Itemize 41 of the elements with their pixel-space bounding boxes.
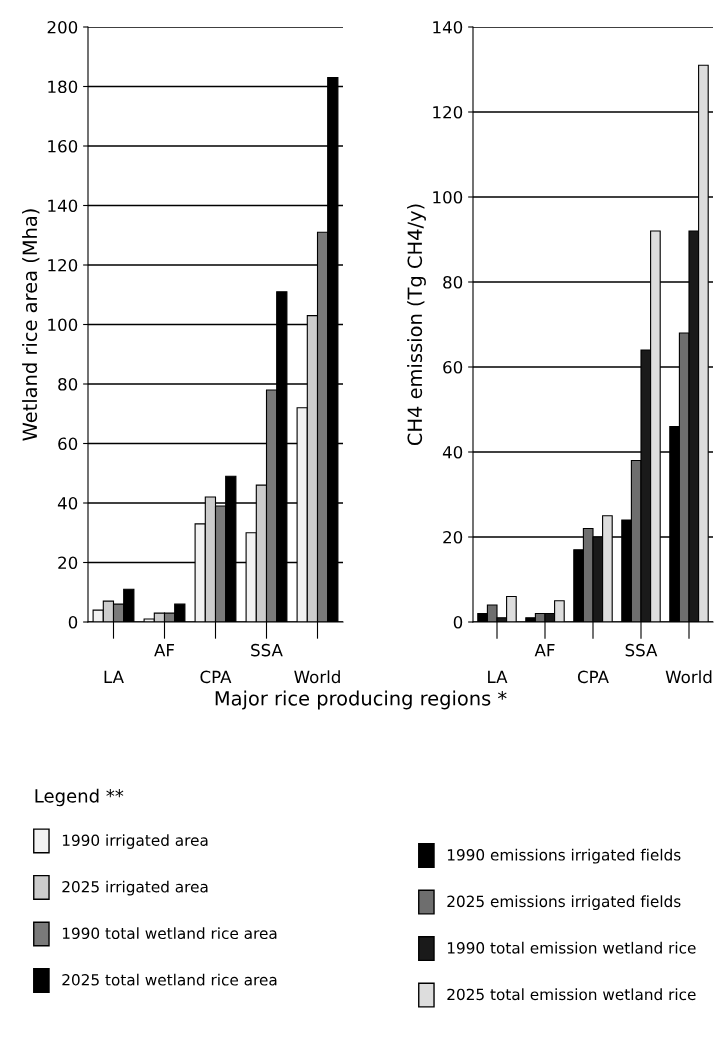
legend-label: 2025 total wetland rice area: [62, 973, 277, 986]
y-axis-title: Wetland rice area (Mha): [22, 209, 40, 441]
y-tick-label: 20: [443, 530, 463, 544]
x-tick-label: SSA: [251, 643, 283, 657]
y-tick-label: 120: [433, 105, 463, 119]
x-tick-label: AF: [154, 644, 175, 657]
y-tick-label: 40: [442, 445, 463, 459]
legend-label: 2025 irrigated area: [62, 880, 208, 896]
x-tick-label: LA: [104, 670, 124, 683]
y-tick-label: 60: [58, 437, 78, 451]
x-tick-label: CPA: [200, 670, 232, 684]
x-axis-title: Major rice producing regions *: [215, 690, 507, 710]
legend-label: 2025 emissions irrigated fields: [447, 895, 681, 911]
y-tick-label: 80: [443, 275, 463, 289]
y-tick-label: 140: [48, 199, 78, 213]
y-tick-label: 40: [57, 496, 78, 510]
y-tick-label: 100: [48, 318, 78, 332]
y-tick-label: 0: [453, 615, 463, 629]
y-tick-label: 0: [68, 615, 78, 629]
y-tick-label: 20: [58, 556, 78, 570]
x-tick-label: CPA: [577, 670, 609, 684]
legend-label: 1990 irrigated area: [62, 834, 208, 849]
x-tick-label: SSA: [625, 643, 658, 657]
x-tick-label: World: [294, 670, 340, 684]
y-tick-label: 100: [433, 190, 463, 204]
y-axis-title: CH4 emission (Tg CH4/y): [407, 204, 426, 446]
legend-label: 1990 total wetland rice area: [62, 927, 277, 940]
y-tick-label: 160: [48, 139, 78, 153]
x-tick-label: LA: [488, 670, 508, 683]
legend-label: 1990 emissions irrigated fields: [447, 848, 681, 864]
legend-label: 1990 total emission wetland rice: [447, 941, 696, 954]
y-tick-label: 180: [48, 80, 78, 94]
legend-label: 2025 total emission wetland rice: [447, 988, 696, 1001]
y-tick-label: 80: [58, 377, 78, 391]
legend-title: Legend **: [35, 788, 124, 807]
x-tick-label: AF: [534, 644, 555, 657]
y-tick-label: 120: [48, 258, 78, 272]
y-tick-label: 200: [47, 20, 78, 34]
y-tick-label: 60: [443, 360, 463, 374]
y-tick-label: 140: [433, 20, 463, 34]
x-tick-label: World: [665, 670, 712, 684]
